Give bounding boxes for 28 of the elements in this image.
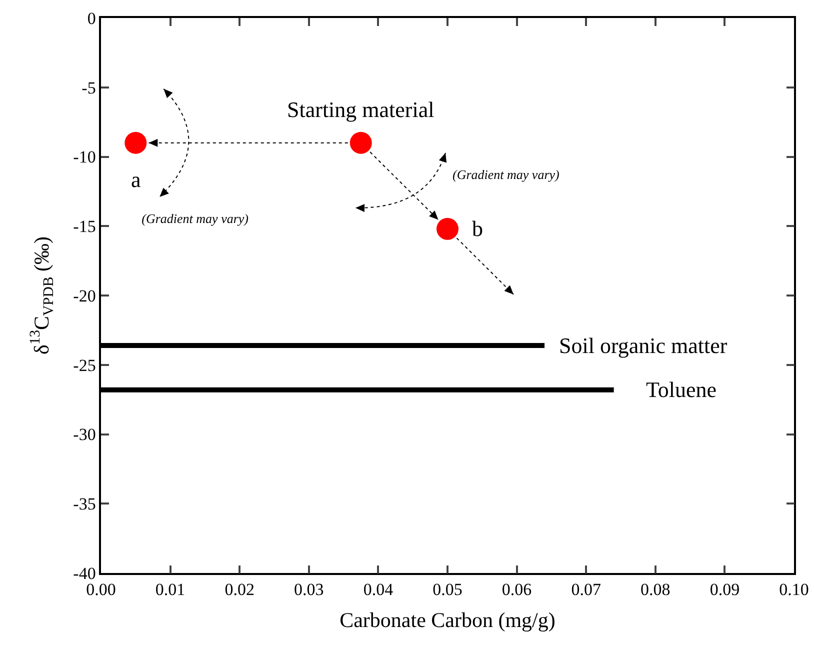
y-tick-label: -15 [73,217,96,236]
x-tick-label: 0.09 [710,580,740,600]
y-tick-label: -20 [73,286,96,306]
x-tick-label: 0.04 [363,580,394,600]
y-tick-label: -40 [73,564,96,583]
x-tick-label: 0.03 [294,580,324,600]
annotation: b [472,216,483,241]
y-tick-label: 0 [87,8,96,28]
annotation: Starting material [287,97,434,122]
series-label: Soil organic matter [559,333,728,358]
y-tick-label: -5 [82,78,96,98]
annotation: (Gradient may vary) [142,210,249,226]
x-axis-title: Carbonate Carbon (mg/g) [340,608,556,632]
x-tick-label: 0.00 [86,580,116,600]
x-tick-label: 0.02 [224,580,254,600]
x-tick-label: 0.07 [571,580,602,600]
y-tick-label: -10 [73,148,96,167]
annotation: a [131,167,141,192]
y-tick-label: -35 [73,494,96,514]
y-tick-label: -30 [73,425,96,444]
series-label: Toluene [646,377,717,402]
x-tick-label: 0.10 [779,580,809,600]
x-tick-label: 0.08 [640,580,670,600]
annotation: (Gradient may vary) [452,166,560,182]
x-tick-label: 0.06 [502,580,532,600]
y-tick-label: -25 [73,356,96,375]
x-tick-label: 0.05 [432,580,462,600]
x-tick-label: 0.01 [155,580,186,600]
